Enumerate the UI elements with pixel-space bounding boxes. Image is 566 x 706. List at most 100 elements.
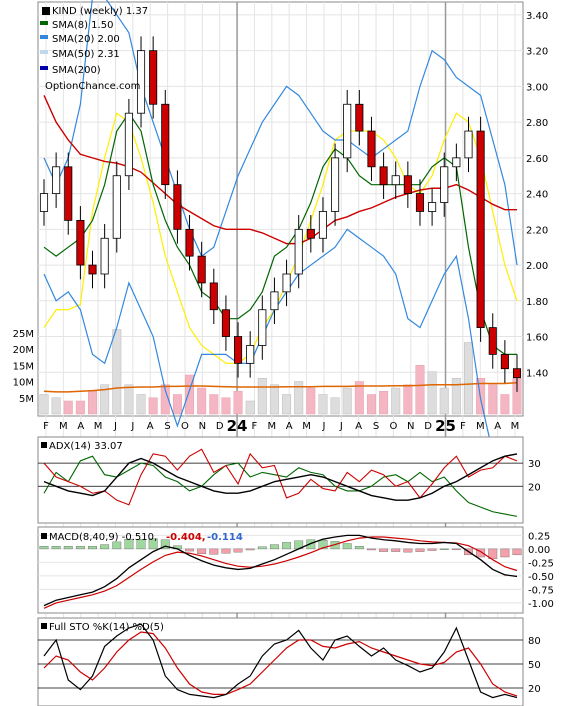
macd-histogram-bar [476, 548, 486, 558]
adx-title: ADX(14) 33.07 [49, 441, 123, 452]
month-label: S [164, 421, 170, 432]
volume-bar [39, 394, 49, 415]
legend-swatch-sma20 [40, 35, 48, 39]
candle-body [379, 166, 388, 186]
macd-histogram-bar [512, 548, 522, 556]
volume-bar [112, 329, 122, 415]
candle-body [185, 228, 194, 257]
macd-histogram-bar [112, 541, 122, 550]
macd-panel [37, 526, 524, 614]
macd-histogram-bar [379, 548, 389, 552]
month-label: A [147, 421, 154, 432]
volume-bar [245, 400, 255, 415]
candle-body [306, 228, 315, 239]
sma200-line [43, 112, 518, 364]
candle-body [391, 175, 400, 186]
macd-histogram-bar [233, 548, 243, 553]
candle-body [197, 255, 206, 284]
candle-body [161, 103, 170, 186]
volume-bar [88, 391, 98, 415]
bollinger-lower-line [43, 228, 518, 498]
volume-y-tick: 10M [13, 378, 34, 389]
price-y-tick: 3.40 [526, 11, 548, 22]
macd-histogram-bar [209, 548, 219, 555]
volume-bar [63, 400, 73, 415]
month-label: F [252, 421, 258, 432]
volume-bar [185, 374, 195, 415]
sto-panel [37, 617, 524, 706]
candle-body [282, 273, 291, 293]
candle-body [500, 353, 509, 370]
candle-body [136, 50, 146, 114]
adx-title-swatch [41, 442, 47, 448]
macd-histogram-bar [354, 546, 364, 550]
watermark: OptionChance.com [45, 81, 140, 92]
month-label: F [43, 421, 49, 432]
sto-lines: 80 50 20 [38, 623, 541, 699]
month-label: 24 [227, 417, 248, 435]
macd-histogram-bar [245, 548, 255, 551]
candle-body [367, 130, 376, 168]
legend-swatch-kind [42, 7, 50, 15]
month-label: M [476, 421, 485, 432]
price-y-tick: 1.80 [526, 297, 548, 308]
sto-d-line [43, 631, 518, 697]
macd-signal-value: -0.404, [166, 532, 206, 543]
macd-histogram-bar [367, 548, 376, 551]
candle-body [294, 228, 303, 275]
macd-histogram-bar [185, 548, 194, 552]
candle-body [64, 166, 73, 221]
price-y-tick: 2.00 [526, 261, 548, 272]
macd-histogram-bar [318, 540, 328, 550]
month-label: A [355, 421, 362, 432]
macd-histogram-bar [342, 543, 352, 550]
macd-histogram-bar [148, 538, 158, 550]
month-label: N [407, 421, 414, 432]
macd-y-tick: -0.50 [528, 572, 554, 583]
month-label: A [77, 421, 84, 432]
price-legend: KIND (weekly) 1.37 SMA(8) 1.50 SMA(20) 2… [40, 6, 148, 92]
legend-swatch-sma50 [40, 50, 48, 54]
volume-bar [197, 387, 207, 415]
month-label: O [389, 421, 397, 432]
candle-body [331, 157, 340, 212]
candle-body [124, 112, 133, 177]
legend-sma200: SMA(200) [52, 65, 101, 76]
macd-title-swatch [41, 533, 47, 539]
candle-body [258, 309, 267, 346]
candle-body [149, 50, 158, 105]
volume-bar [500, 394, 510, 415]
candle-body [173, 184, 182, 230]
volume-bar [233, 391, 243, 415]
macd-histogram-bar [488, 548, 498, 559]
candle-body [209, 282, 218, 311]
volume-bar [379, 391, 389, 415]
sto-title: Full STO %K(14) %D(5) [49, 622, 164, 633]
candle-body [464, 130, 473, 159]
macd-histogram-bar [100, 544, 110, 550]
month-label: M [302, 421, 311, 432]
volume-bar [221, 397, 231, 415]
month-label: F [460, 421, 466, 432]
price-y-tick: 2.20 [526, 225, 548, 236]
legend-swatch-sma8 [40, 21, 48, 25]
volume-bar [318, 394, 328, 415]
candle-body [415, 193, 425, 212]
macd-histogram-bar [500, 548, 510, 558]
month-label: J [113, 421, 117, 432]
month-label: M [94, 421, 103, 432]
month-label: M [511, 421, 520, 432]
legend-sma20: SMA(20) 2.00 [52, 34, 120, 45]
month-label: O [181, 421, 189, 432]
adx-line [43, 453, 518, 501]
candle-body [270, 291, 279, 311]
macd-histogram-bar [88, 546, 97, 550]
volume-bar [294, 381, 304, 415]
volume-bar [391, 387, 401, 415]
candle-body [476, 130, 485, 329]
adx-y-tick: 20 [528, 482, 541, 493]
volume-y-tick: 15M [13, 361, 34, 372]
month-label: D [424, 421, 432, 432]
candle-body [318, 211, 327, 239]
